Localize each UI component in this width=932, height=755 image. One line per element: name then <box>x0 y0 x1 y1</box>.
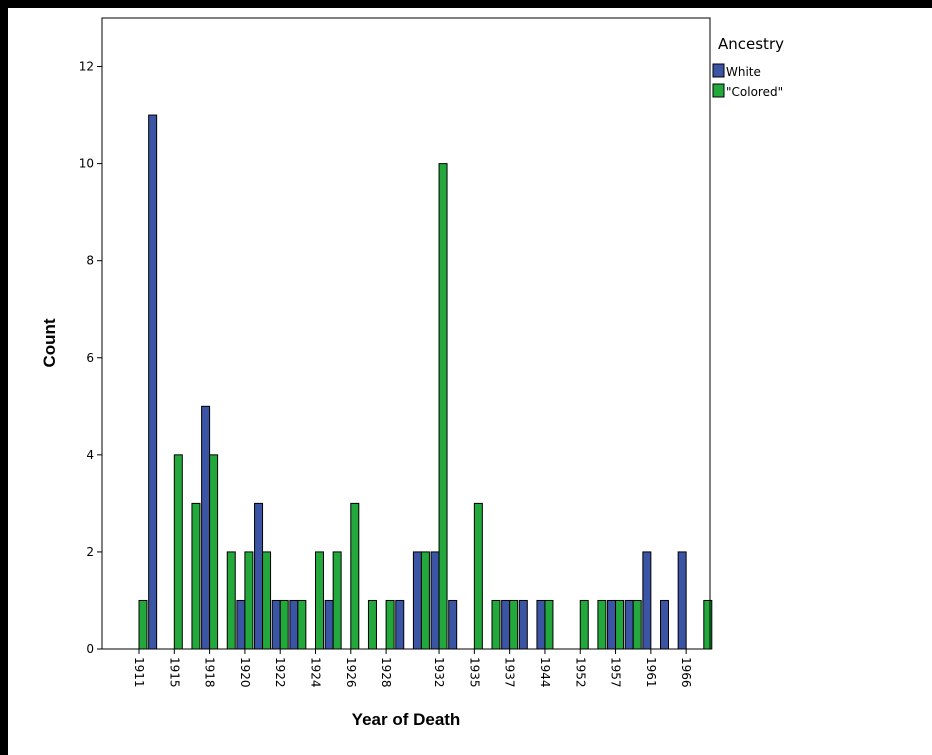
bar-white-1932 <box>430 551 440 650</box>
x-tick-label-1920: 1920 <box>238 657 252 688</box>
x-tick-label-1935: 1935 <box>467 657 481 688</box>
bar-colored-1952 <box>579 599 589 650</box>
bar-colored-1922 <box>279 599 289 650</box>
x-tick-label-1932: 1932 <box>432 657 446 688</box>
x-tick-label-1926: 1926 <box>344 657 358 688</box>
x-tick-label-1915: 1915 <box>167 657 181 688</box>
bar-colored-1919 <box>226 551 236 650</box>
y-tick-label-2: 2 <box>86 545 94 559</box>
bar-colored-1924 <box>315 551 324 650</box>
y-tick-label-6: 6 <box>86 351 94 365</box>
bar-white-1929 <box>395 599 405 650</box>
bar-colored-1972 <box>703 599 713 650</box>
bar-colored-1927 <box>367 599 377 650</box>
bar-white-1957 <box>607 599 617 650</box>
bar-white-1918 <box>201 405 211 650</box>
bar-colored-1911 <box>138 599 148 650</box>
x-tick-label-1928: 1928 <box>379 657 393 688</box>
legend-swatch-white <box>712 63 725 78</box>
bar-white-1931 <box>412 551 422 650</box>
bar-white-1934 <box>448 599 458 650</box>
legend-swatch-colored <box>712 83 725 98</box>
bar-white-1939 <box>518 599 528 650</box>
bar-colored-1937 <box>509 599 519 650</box>
x-tick-label-1944: 1944 <box>538 657 552 688</box>
bar-white-1963 <box>660 599 669 650</box>
bar-colored-1926 <box>350 502 360 650</box>
bar-colored-1923 <box>297 599 307 650</box>
y-axis-title: Count <box>40 318 59 367</box>
bar-colored-1957 <box>615 599 625 650</box>
chart-frame: 0 2 4 6 8 10 12 1911 1915 1918 1920 1922 1924 1926 19… <box>8 8 932 755</box>
bar-colored-1915 <box>173 454 183 650</box>
legend: Ancestry White "Colored" <box>712 35 784 99</box>
bar-white-1921 <box>254 502 264 650</box>
plot-area-border <box>101 17 711 650</box>
x-tick-label-1911: 1911 <box>132 657 146 688</box>
bar-white-1925 <box>324 599 334 650</box>
bar-colored-1932 <box>438 163 448 650</box>
bar-white-1920 <box>236 599 246 650</box>
x-tick-label-1961: 1961 <box>644 657 658 688</box>
bar-white-1961 <box>642 551 652 650</box>
bar-white-1922 <box>271 599 281 650</box>
bar-colored-1958 <box>632 599 642 650</box>
bar-white-1923 <box>289 599 299 650</box>
bar-colored-1918 <box>209 454 219 650</box>
x-tick-label-1937: 1937 <box>503 657 517 688</box>
bar-white-1914 <box>148 114 158 650</box>
legend-title: Ancestry <box>718 35 784 53</box>
bar-colored-1956 <box>597 599 607 650</box>
x-tick-label-1952: 1952 <box>573 657 587 688</box>
x-tick-label-1957: 1957 <box>609 657 623 688</box>
bar-colored-1920 <box>244 551 254 650</box>
y-tick-label-10: 10 <box>79 157 94 171</box>
y-tick-label-0: 0 <box>86 642 94 656</box>
bar-colored-1917 <box>191 502 201 650</box>
bar-colored-1944 <box>544 599 554 650</box>
bar-colored-1928 <box>385 599 395 650</box>
bar-white-1966 <box>677 551 687 650</box>
x-tick-label-1966: 1966 <box>679 657 693 688</box>
y-tick-label-12: 12 <box>79 60 94 74</box>
y-tick-label-8: 8 <box>86 254 94 268</box>
bar-colored-1935 <box>473 502 483 650</box>
x-axis-title: Year of Death <box>352 710 461 729</box>
legend-label-white: White <box>726 65 761 79</box>
x-axis: 1911 1915 1918 1920 1922 1924 1926 1928 1932 1935… <box>132 649 693 688</box>
bar-white-1937 <box>501 599 511 650</box>
x-tick-label-1918: 1918 <box>203 657 217 688</box>
bar-white-1958 <box>624 599 634 650</box>
bar-white-1944 <box>536 599 546 650</box>
bar-colored-1925 <box>332 551 342 650</box>
bars-layer <box>138 114 713 650</box>
x-tick-label-1922: 1922 <box>273 657 287 688</box>
y-tick-label-4: 4 <box>86 448 94 462</box>
bar-colored-1936 <box>491 599 501 650</box>
y-axis: 0 2 4 6 8 10 12 <box>79 60 102 656</box>
legend-label-colored: "Colored" <box>726 85 783 99</box>
bar-colored-1921 <box>262 551 272 650</box>
x-tick-label-1924: 1924 <box>309 657 323 688</box>
bar-colored-1931 <box>420 551 430 650</box>
